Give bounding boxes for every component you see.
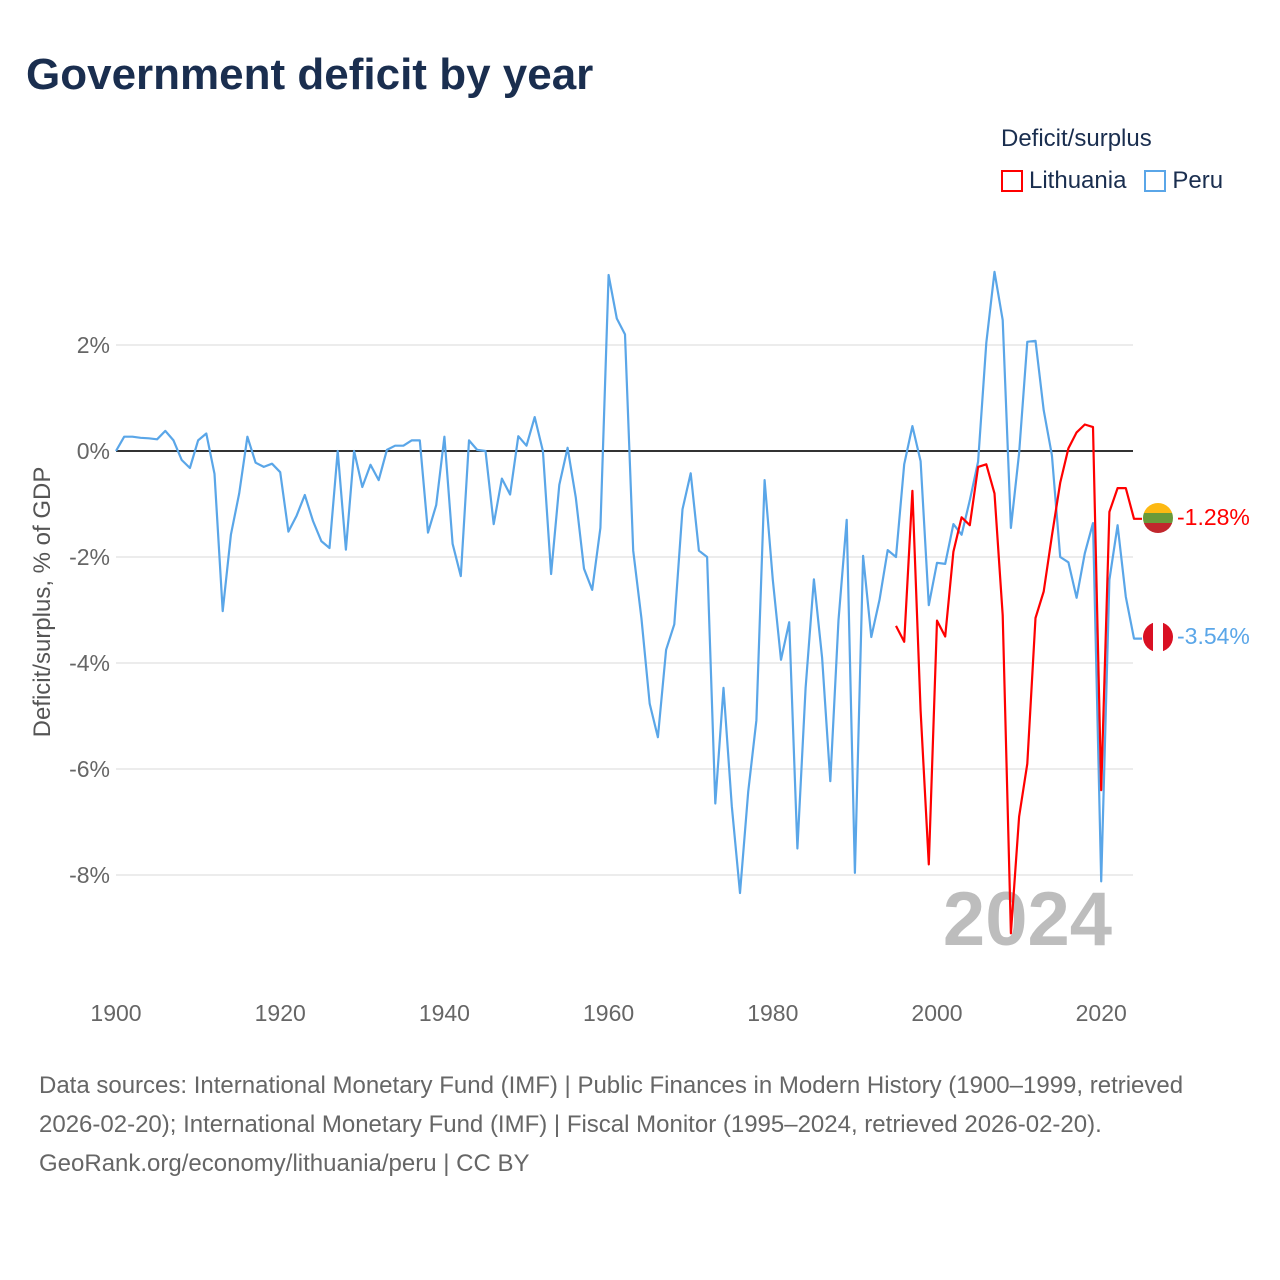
- end-label-peru: -3.54%: [1177, 623, 1250, 649]
- x-tick-label: 2000: [911, 1000, 962, 1026]
- legend-swatch-peru: [1144, 170, 1167, 192]
- legend-item-peru[interactable]: Peru: [1144, 167, 1223, 195]
- y-tick-label: -2%: [69, 544, 110, 570]
- chart-title: Government deficit by year: [26, 50, 594, 99]
- x-tick-label: 1900: [90, 1000, 141, 1026]
- x-tick-label: 1960: [583, 1000, 634, 1026]
- credit-link[interactable]: GeoRank.org/economy/lithuania/peru | CC …: [39, 1150, 530, 1177]
- series-line-peru: [115, 270, 1142, 895]
- legend-swatch-lithuania: [1001, 170, 1023, 192]
- legend: Lithuania Peru: [1001, 167, 1223, 195]
- flag-lithuania-icon: [1143, 503, 1173, 533]
- x-tick-label: 1940: [419, 1000, 470, 1026]
- end-label-lithuania: -1.28%: [1177, 504, 1250, 530]
- y-tick-label: 2%: [77, 332, 110, 358]
- x-tick-label: 1920: [255, 1000, 306, 1026]
- series-line-lithuania: [895, 423, 1142, 935]
- x-tick-label: 1980: [747, 1000, 798, 1026]
- footer: Data sources: International Monetary Fun…: [39, 1066, 1249, 1183]
- flag-peru-icon: [1143, 622, 1173, 652]
- data-sources: Data sources: International Monetary Fun…: [39, 1072, 1184, 1138]
- y-axis-label: Deficit/surplus, % of GDP: [29, 467, 56, 738]
- legend-label-lithuania: Lithuania: [1029, 167, 1127, 194]
- legend-label-peru: Peru: [1172, 167, 1224, 194]
- year-watermark: 2024: [943, 877, 1112, 962]
- y-tick-label: 0%: [77, 438, 110, 464]
- x-tick-label: 2020: [1076, 1000, 1127, 1026]
- y-tick-label: -4%: [69, 650, 110, 676]
- legend-item-lithuania[interactable]: Lithuania: [1001, 167, 1126, 195]
- y-tick-label: -6%: [69, 756, 110, 782]
- y-tick-label: -8%: [69, 862, 110, 888]
- legend-title: Deficit/surplus: [1001, 125, 1152, 152]
